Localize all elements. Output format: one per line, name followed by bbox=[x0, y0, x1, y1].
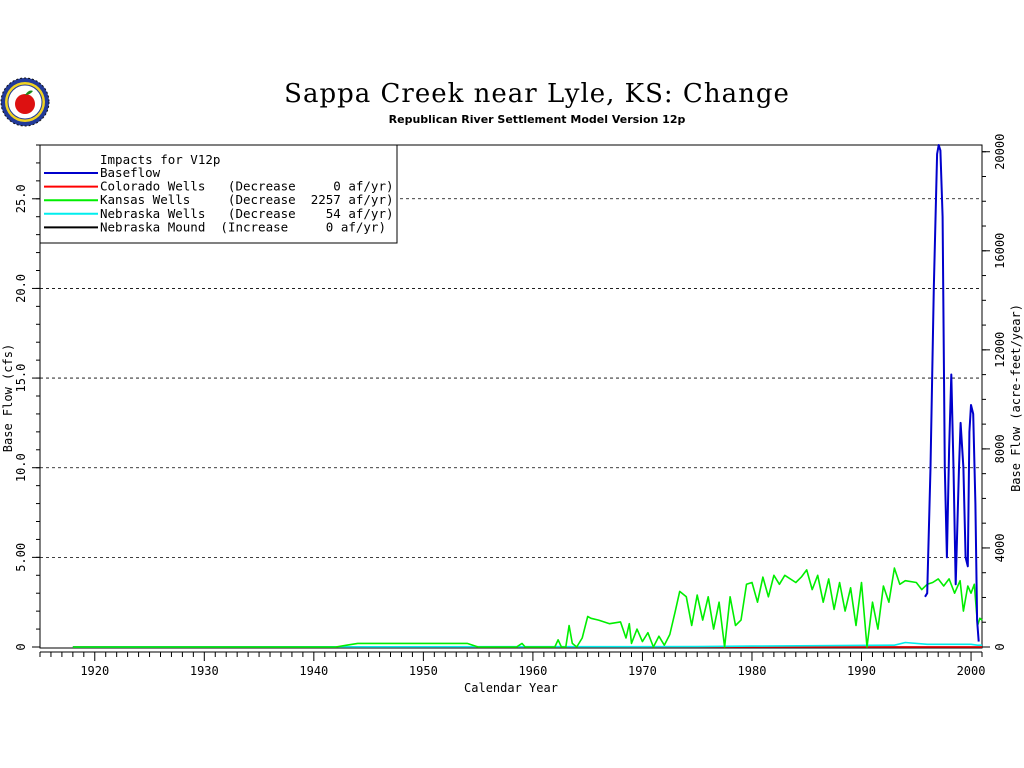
series-line-baseflow bbox=[924, 144, 980, 642]
x-tick-label: 1990 bbox=[847, 664, 876, 678]
y2-axis: 0 4000 8000 12000 16000 20000 bbox=[982, 134, 1007, 651]
legend-entry: Colorado Wells (Decrease 0 af/yr) bbox=[100, 179, 394, 194]
x-tick-label: 1960 bbox=[518, 664, 547, 678]
y2-tick-label: 16000 bbox=[993, 233, 1007, 269]
x-tick-label: 1920 bbox=[80, 664, 109, 678]
legend-entry: Nebraska Mound (Increase 0 af/yr) bbox=[100, 219, 386, 234]
x-axis: 1920 1930 1940 1950 1960 1970 1980 1990 2000 bbox=[39, 651, 986, 678]
x-axis-label: Calendar Year bbox=[464, 681, 558, 695]
y-tick-label: 10.0 bbox=[14, 453, 28, 482]
x-tick-label: 1980 bbox=[738, 664, 767, 678]
y-axis: 0 5.00 10.0 15.0 20.0 25.0 bbox=[14, 144, 40, 651]
legend-entry: Nebraska Wells (Decrease 54 af/yr) bbox=[100, 206, 394, 221]
y2-tick-label: 8000 bbox=[993, 434, 1007, 463]
series-line-kansas-wells bbox=[72, 567, 983, 648]
legend-box bbox=[39, 144, 398, 244]
x-tick-label: 1950 bbox=[409, 664, 438, 678]
y-tick-label: 25.0 bbox=[14, 184, 28, 213]
x-tick-label: 1970 bbox=[628, 664, 657, 678]
y-tick-label: 20.0 bbox=[14, 274, 28, 303]
x-tick-label: 1930 bbox=[190, 664, 219, 678]
legend-entry: Baseflow bbox=[100, 165, 161, 180]
series-group bbox=[72, 144, 983, 648]
y2-tick-label: 0 bbox=[993, 643, 1007, 650]
y-tick-label: 0 bbox=[14, 643, 28, 650]
legend-header: Impacts for V12p bbox=[100, 152, 220, 167]
x-tick-label: 1940 bbox=[299, 664, 328, 678]
y-tick-label: 15.0 bbox=[14, 364, 28, 393]
y-tick-label: 5.00 bbox=[14, 543, 28, 572]
seal-logo-icon bbox=[0, 77, 50, 127]
grid bbox=[40, 198, 982, 558]
y-axis-label: Base Flow (cfs) bbox=[1, 344, 15, 452]
y2-tick-label: 20000 bbox=[993, 134, 1007, 170]
chart-title: Sappa Creek near Lyle, KS: Change bbox=[284, 79, 790, 109]
y2-axis-label: Base Flow (acre-feet/year) bbox=[1009, 304, 1023, 492]
chart-subtitle: Republican River Settlement Model Versio… bbox=[389, 113, 686, 126]
legend-entry: Kansas Wells (Decrease 2257 af/yr) bbox=[100, 192, 394, 207]
x-tick-label: 2000 bbox=[957, 664, 986, 678]
y2-tick-label: 4000 bbox=[993, 533, 1007, 562]
series-line-nebraska-wells bbox=[72, 641, 982, 648]
y2-tick-label: 12000 bbox=[993, 332, 1007, 368]
